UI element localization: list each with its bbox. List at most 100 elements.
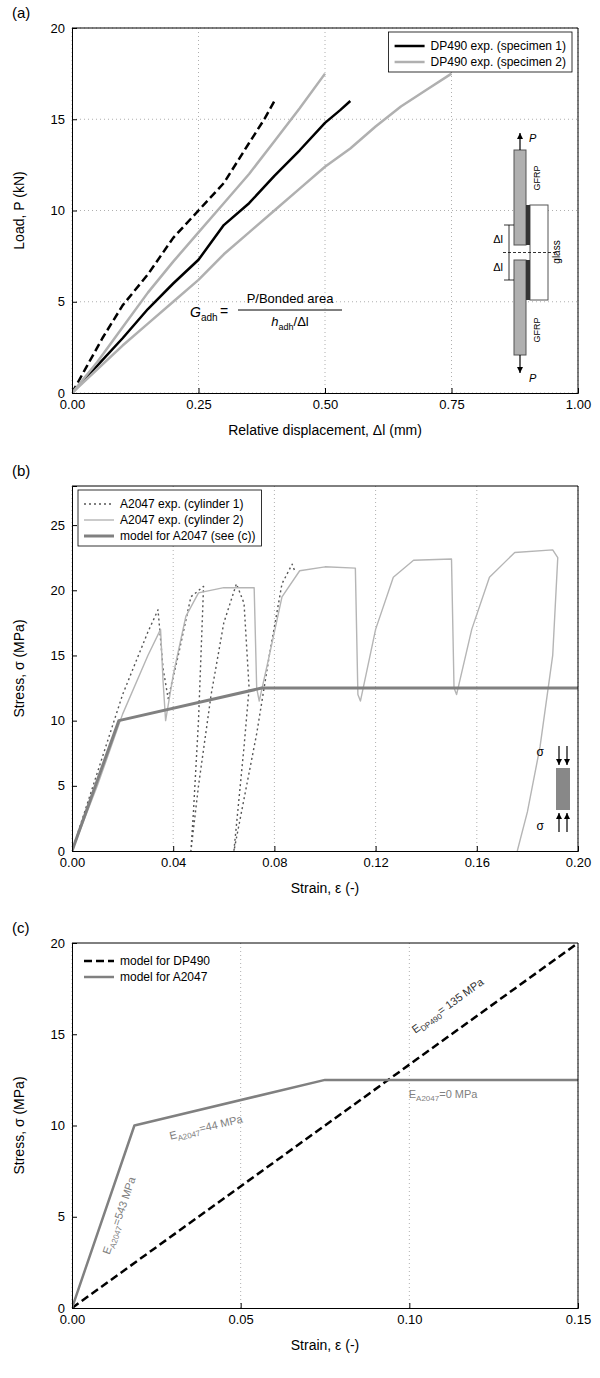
legend-swatch [84, 503, 114, 504]
x-axis: 0.000.040.080.120.160.20 [60, 846, 591, 870]
grid [72, 28, 578, 393]
x-tick-label: 0.08 [262, 855, 287, 870]
panel-label: (b) [12, 462, 30, 479]
x-axis-title: Strain, ε (-) [291, 880, 359, 896]
y-tick-label: 5 [58, 1209, 65, 1224]
x-tick: 0.25 [186, 388, 211, 412]
y-tick: 5 [58, 294, 77, 309]
x-grid-line [240, 943, 241, 1308]
frame-right [578, 943, 579, 1308]
x-tick-label: 0.15 [566, 1312, 591, 1327]
y-tick-label: 10 [51, 203, 65, 218]
x-axis-title: Strain, ε (-) [291, 1337, 359, 1353]
load-arrow-top-head [517, 133, 523, 139]
x-tick-label: 0.25 [186, 397, 211, 412]
legend-swatch [84, 519, 114, 520]
annotation-rest: =44 MPa [198, 1112, 245, 1134]
x-grid-line [274, 486, 275, 851]
legend-swatch [395, 61, 425, 64]
gfrp-top [514, 150, 526, 245]
legend-label: DP490 exp. (specimen 1) [431, 39, 566, 53]
x-tick: 0.05 [229, 1303, 254, 1327]
annotation: EDP490= 135 MPa [409, 975, 488, 1038]
series-line [72, 101, 274, 393]
formula-lhs-main: G [190, 304, 201, 320]
y-axis-line [73, 487, 78, 852]
x-grid-line [476, 486, 477, 851]
adhesive-top [526, 205, 530, 245]
x-tick: 0.08 [262, 846, 287, 870]
x-tick-label: 0.50 [313, 397, 338, 412]
panel: 0.000.040.080.120.160.200510152025(b)Str… [11, 462, 591, 896]
panel: 0.000.250.500.751.0005101520(a)Relative … [11, 4, 591, 438]
legend-swatch [84, 535, 114, 538]
x-tick-mark [241, 1303, 242, 1308]
legend-label: A2047 exp. (cylinder 1) [120, 497, 243, 511]
series-line [72, 101, 350, 393]
y-tick: 15 [51, 112, 77, 127]
formula-den-rest: /Δl [294, 314, 309, 329]
x-grid-line [409, 943, 410, 1308]
x-tick: 0.16 [465, 846, 490, 870]
y-tick-label: 10 [51, 1118, 65, 1133]
y-tick-mark [72, 1217, 77, 1218]
grid [72, 486, 578, 851]
y-tick: 15 [51, 1027, 77, 1042]
y-tick-mark [72, 590, 77, 591]
inset-cylinder: σσ [537, 745, 570, 833]
y-tick: 5 [58, 778, 77, 793]
frame-right [578, 486, 579, 851]
y-axis-line [73, 944, 78, 1309]
adhesive-bottom [526, 260, 530, 300]
x-tick-label: 0.16 [465, 855, 490, 870]
y-axis: 0510152025 [51, 487, 77, 859]
series-line [72, 688, 578, 851]
y-tick-label: 10 [51, 713, 65, 728]
y-tick: 0 [58, 1301, 77, 1316]
legend-label: model for A2047 (see (c)) [120, 529, 255, 543]
stress-arrow-top-head [564, 759, 570, 765]
inset-label: σ [537, 819, 545, 833]
formula: Gadh=P/Bonded areahadh/Δl [190, 291, 342, 332]
y-tick-label: 15 [51, 648, 65, 663]
legend-box [78, 947, 216, 987]
legend-label: DP490 exp. (specimen 2) [431, 55, 566, 69]
y-tick-mark [72, 1126, 77, 1127]
stress-arrow-bottom-head [556, 813, 562, 819]
series-line [72, 564, 295, 851]
y-tick-label: 20 [51, 21, 65, 36]
y-axis: 05101520 [51, 936, 77, 1316]
y-grid-line [72, 28, 578, 29]
legend-swatch [395, 45, 425, 48]
x-tick: 0.75 [439, 388, 464, 412]
inset-label: glass [551, 240, 562, 263]
formula-lhs: Gadh [190, 304, 218, 323]
y-tick-label: 15 [51, 112, 65, 127]
formula-relation: = [220, 303, 228, 319]
inset-label: GFRP [532, 165, 542, 190]
x-tick-label: 0.20 [566, 855, 591, 870]
legend-label: model for DP490 [120, 954, 210, 968]
y-tick: 25 [51, 518, 77, 533]
formula-bar [238, 310, 342, 311]
y-tick-label: 20 [51, 583, 65, 598]
inset-label: P [529, 372, 537, 384]
y-tick-label: 5 [58, 778, 65, 793]
y-axis-line [73, 29, 78, 394]
legend: A2047 exp. (cylinder 1)A2047 exp. (cylin… [78, 490, 261, 546]
x-tick: 0.50 [313, 388, 338, 412]
y-tick: 20 [51, 583, 77, 598]
legend-box [389, 32, 572, 72]
y-tick-mark [72, 786, 77, 787]
y-tick-label: 15 [51, 1027, 65, 1042]
y-tick: 15 [51, 648, 77, 663]
x-tick-mark [477, 846, 478, 851]
frame-top [72, 486, 578, 487]
y-tick-mark [72, 721, 77, 722]
x-tick-label: 0.10 [397, 1312, 422, 1327]
inset-label: Δl [493, 261, 503, 273]
x-tick-label: 1.00 [566, 397, 591, 412]
x-grid-line [578, 28, 579, 393]
x-tick-mark [325, 388, 326, 393]
annotation-rest: =0 MPa [439, 1088, 478, 1100]
